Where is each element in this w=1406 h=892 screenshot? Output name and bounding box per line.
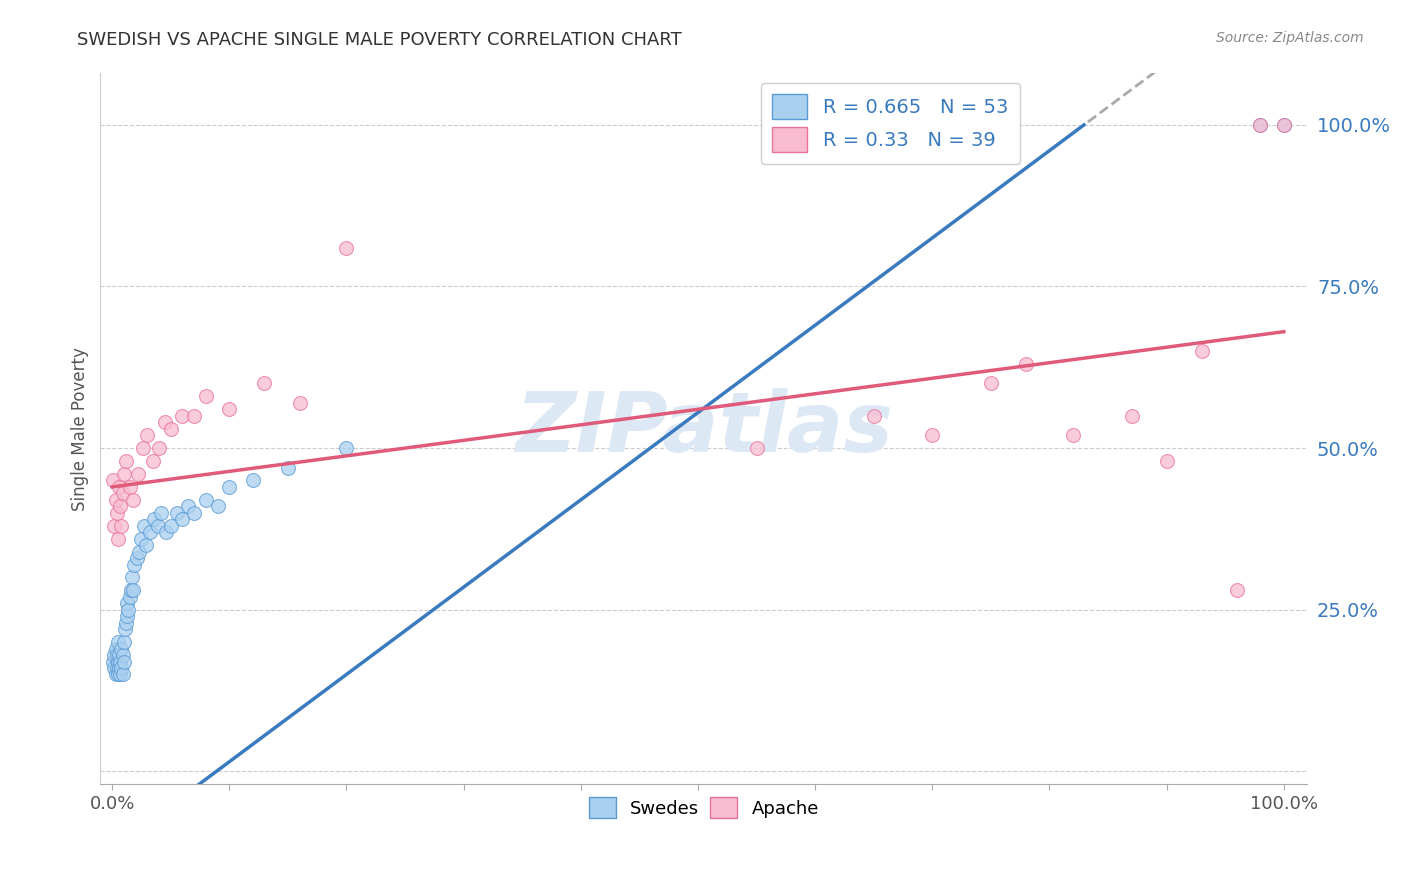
Point — [159, 518, 181, 533]
Point — [131, 441, 153, 455]
Text: Source: ZipAtlas.com: Source: ZipAtlas.com — [1216, 31, 1364, 45]
Point — [103, 648, 125, 662]
Point — [117, 609, 139, 624]
Point — [105, 648, 128, 662]
Point — [107, 655, 129, 669]
Point — [288, 396, 311, 410]
Point — [112, 467, 135, 481]
Point — [107, 667, 129, 681]
Point — [218, 480, 240, 494]
Point — [1156, 454, 1178, 468]
Point — [128, 544, 150, 558]
Point — [107, 635, 129, 649]
Point — [136, 428, 159, 442]
Point — [110, 667, 132, 681]
Y-axis label: Single Male Poverty: Single Male Poverty — [72, 347, 89, 510]
Point — [118, 590, 141, 604]
Point — [177, 500, 200, 514]
Point — [1191, 344, 1213, 359]
Point — [103, 518, 125, 533]
Point — [122, 583, 145, 598]
Point — [127, 467, 149, 481]
Point — [132, 518, 155, 533]
Point — [117, 596, 139, 610]
Point — [146, 518, 169, 533]
Point — [111, 667, 134, 681]
Point — [114, 622, 136, 636]
Point — [148, 441, 170, 455]
Point — [1121, 409, 1143, 423]
Point — [138, 525, 160, 540]
Legend: Swedes, Apache: Swedes, Apache — [582, 790, 827, 825]
Point — [108, 480, 131, 494]
Point — [1226, 583, 1249, 598]
Point — [108, 661, 131, 675]
Point — [183, 409, 205, 423]
Point — [112, 635, 135, 649]
Point — [110, 661, 132, 675]
Point — [104, 641, 127, 656]
Point — [104, 492, 127, 507]
Point — [172, 409, 194, 423]
Point — [115, 615, 138, 630]
Point — [1015, 357, 1038, 371]
Point — [277, 460, 299, 475]
Point — [103, 655, 125, 669]
Point — [862, 409, 884, 423]
Point — [135, 538, 157, 552]
Point — [105, 506, 128, 520]
Point — [153, 415, 176, 429]
Point — [150, 506, 173, 520]
Point — [745, 441, 768, 455]
Point — [218, 402, 240, 417]
Point — [115, 454, 138, 468]
Point — [125, 551, 148, 566]
Point — [1249, 118, 1271, 132]
Text: ZIPatlas: ZIPatlas — [515, 388, 893, 469]
Point — [103, 661, 125, 675]
Point — [110, 641, 132, 656]
Point — [124, 558, 146, 572]
Point — [104, 667, 127, 681]
Text: SWEDISH VS APACHE SINGLE MALE POVERTY CORRELATION CHART: SWEDISH VS APACHE SINGLE MALE POVERTY CO… — [77, 31, 682, 49]
Point — [120, 583, 142, 598]
Point — [110, 500, 132, 514]
Point — [1249, 118, 1271, 132]
Point — [335, 441, 357, 455]
Point — [108, 648, 131, 662]
Point — [117, 603, 139, 617]
Point — [1062, 428, 1084, 442]
Point — [253, 376, 276, 391]
Point — [111, 648, 134, 662]
Point — [242, 474, 264, 488]
Point — [112, 655, 135, 669]
Point — [194, 389, 217, 403]
Point — [118, 480, 141, 494]
Point — [207, 500, 229, 514]
Point — [103, 474, 125, 488]
Point — [105, 661, 128, 675]
Point — [110, 655, 132, 669]
Point — [110, 518, 132, 533]
Point — [142, 454, 165, 468]
Point — [111, 486, 134, 500]
Point — [122, 492, 145, 507]
Point — [194, 492, 217, 507]
Point — [1272, 118, 1295, 132]
Point — [131, 532, 153, 546]
Point — [921, 428, 943, 442]
Point — [183, 506, 205, 520]
Point — [159, 422, 181, 436]
Point — [155, 525, 177, 540]
Point — [172, 512, 194, 526]
Point — [121, 570, 143, 584]
Point — [143, 512, 166, 526]
Point — [980, 376, 1002, 391]
Point — [107, 532, 129, 546]
Point — [166, 506, 188, 520]
Point — [335, 241, 357, 255]
Point — [1272, 118, 1295, 132]
